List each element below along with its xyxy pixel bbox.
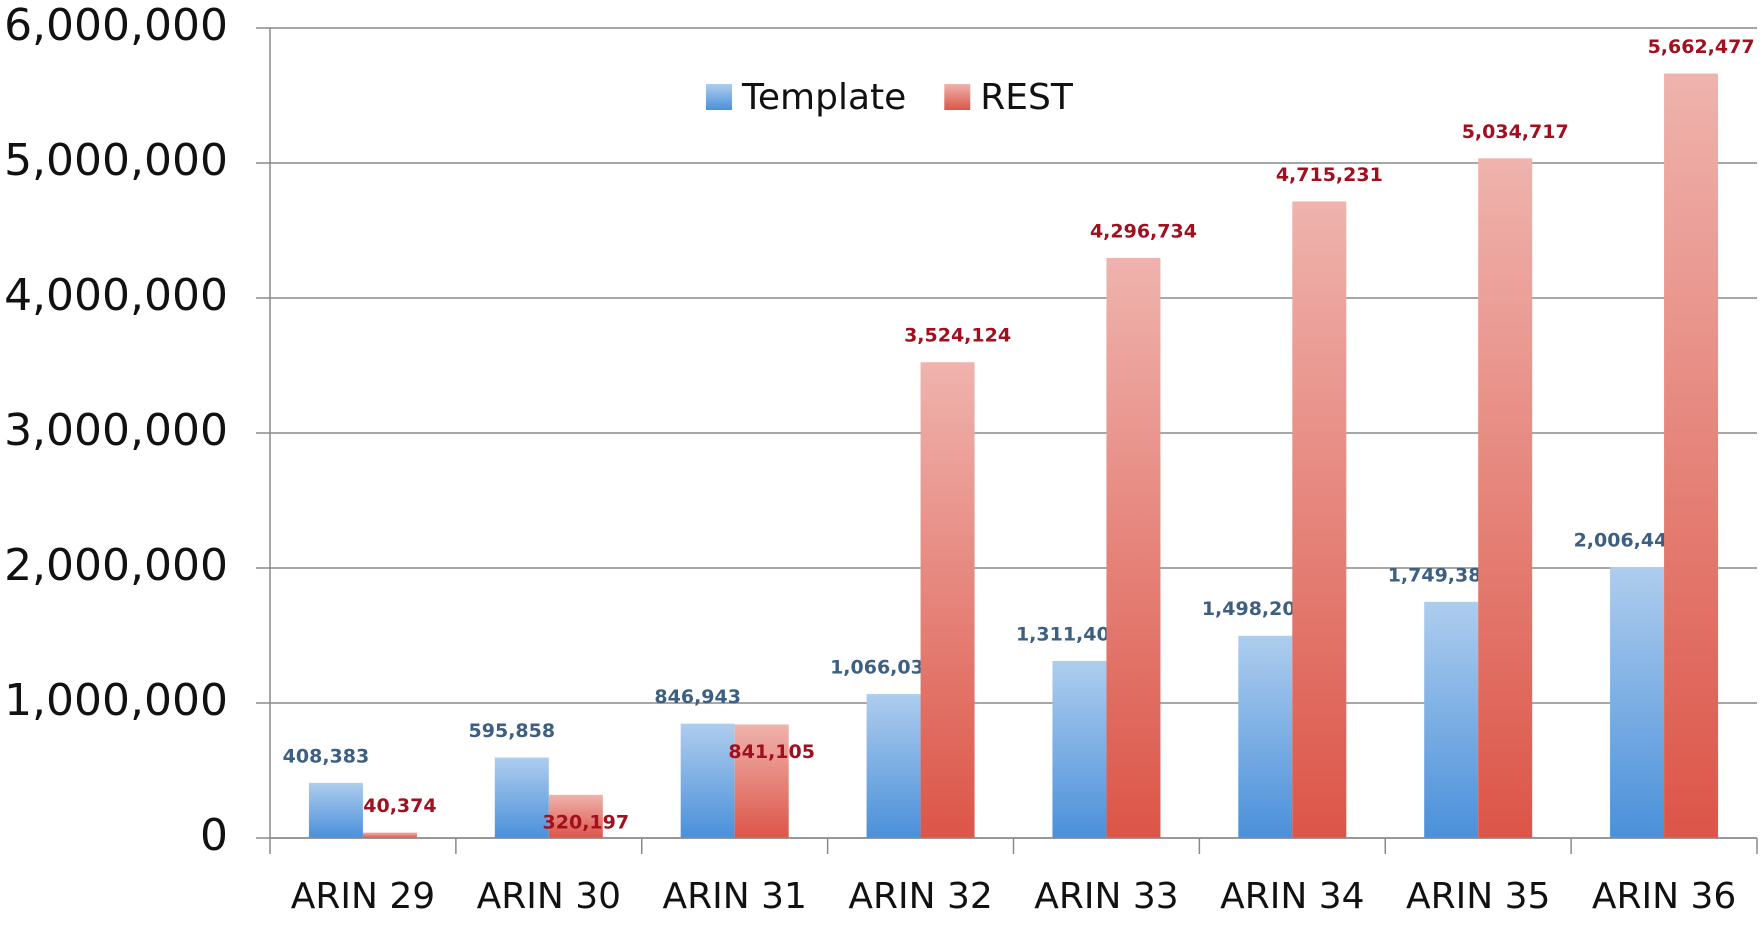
x-tick-label: ARIN 34 <box>1220 876 1364 917</box>
bar <box>1478 158 1533 838</box>
value-label: 1,311,403 <box>1016 623 1123 645</box>
value-label: 2,006,440 <box>1574 530 1681 552</box>
bar <box>734 724 789 838</box>
x-tick-label: ARIN 36 <box>1592 876 1736 917</box>
bar <box>1292 201 1347 838</box>
x-tick-label: ARIN 32 <box>848 876 992 917</box>
y-tick-label: 3,000,000 <box>4 405 228 456</box>
legend-swatch <box>706 84 732 110</box>
x-tick-label: ARIN 33 <box>1034 876 1178 917</box>
x-tick-label: ARIN 30 <box>477 876 621 917</box>
bar <box>1664 73 1719 838</box>
value-label: 320,197 <box>543 811 630 833</box>
value-label: 1,749,383 <box>1388 564 1495 586</box>
bar <box>1106 257 1161 838</box>
value-label: 3,524,124 <box>904 325 1011 347</box>
bar <box>920 362 975 838</box>
value-label: 1,498,204 <box>1202 598 1309 620</box>
bar <box>680 723 735 838</box>
bar <box>494 757 549 838</box>
bar <box>1238 635 1293 838</box>
bar <box>1052 660 1107 838</box>
value-label: 4,715,231 <box>1276 164 1383 186</box>
bar <box>866 694 921 838</box>
legend-label: Template <box>741 77 906 118</box>
value-label: 408,383 <box>283 745 370 767</box>
value-label: 4,296,734 <box>1090 220 1197 242</box>
bar <box>308 782 363 838</box>
y-tick-label: 4,000,000 <box>4 270 228 321</box>
value-label: 846,943 <box>654 686 741 708</box>
y-tick-label: 0 <box>200 810 228 861</box>
value-label: 841,105 <box>728 741 815 763</box>
bar <box>1424 601 1479 838</box>
value-label: 40,374 <box>363 795 436 817</box>
x-tick-label: ARIN 29 <box>291 876 435 917</box>
y-tick-label: 1,000,000 <box>4 675 228 726</box>
value-label: 5,662,477 <box>1648 36 1755 58</box>
y-tick-label: 5,000,000 <box>4 135 228 186</box>
bar <box>362 832 417 838</box>
y-tick-label: 2,000,000 <box>4 540 228 591</box>
bar <box>548 794 603 838</box>
bar <box>1610 567 1665 838</box>
value-label: 5,034,717 <box>1462 121 1569 143</box>
x-tick-label: ARIN 31 <box>662 876 806 917</box>
y-tick-label: 6,000,000 <box>4 0 228 51</box>
value-label: 595,858 <box>469 720 556 742</box>
legend-swatch <box>944 84 971 110</box>
x-tick-label: ARIN 35 <box>1406 876 1550 917</box>
legend-label: REST <box>980 77 1074 118</box>
value-label: 1,066,037 <box>830 657 937 679</box>
